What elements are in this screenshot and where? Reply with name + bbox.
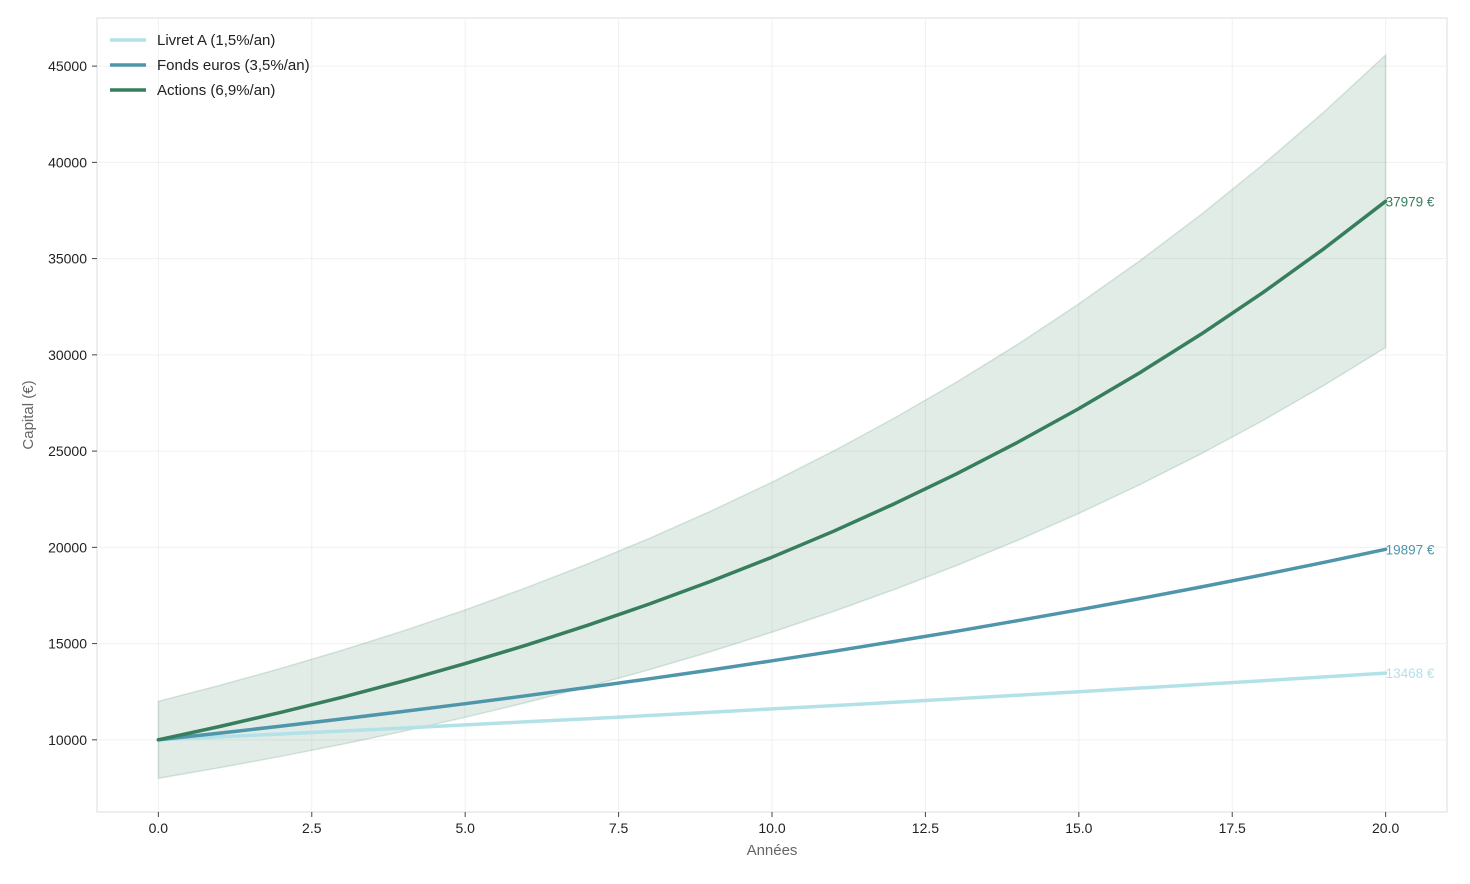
x-tick-label: 2.5 [302,820,322,836]
series-lines [156,199,1388,742]
y-tick-label: 15000 [48,636,87,652]
x-tick-label: 20.0 [1372,820,1399,836]
end-value-label: 13468 € [1386,666,1435,681]
confidence-bands [157,53,1387,780]
series-line [156,547,1388,742]
y-tick-label: 35000 [48,251,87,267]
x-tick-label: 17.5 [1219,820,1246,836]
x-axis-ticks: 0.0 2.5 5.0 7.5 10.0 12.5 15.0 17.5 20.0 [149,812,1399,836]
confidence-band [157,53,1387,780]
y-tick-label: 45000 [48,58,87,74]
grid-lines [97,18,1447,812]
y-tick-label: 10000 [48,732,87,748]
x-tick-label: 5.0 [455,820,475,836]
end-value-labels: 13468 € 19897 € 37979 € [1386,194,1435,681]
y-axis-title: Capital (€) [20,380,37,449]
series-line [156,671,1388,742]
x-tick-label: 7.5 [609,820,629,836]
x-tick-label: 0.0 [149,820,169,836]
y-tick-label: 30000 [48,347,87,363]
legend: Livret A (1,5%/an) Fonds euros (3,5%/an) A… [110,32,310,99]
legend-label: Actions (6,9%/an) [157,82,275,99]
x-tick-label: 12.5 [912,820,939,836]
x-tick-label: 15.0 [1065,820,1092,836]
series-line [156,199,1388,742]
end-value-label: 19897 € [1386,542,1435,557]
legend-label: Livret A (1,5%/an) [157,32,275,49]
y-tick-label: 25000 [48,443,87,459]
legend-label: Fonds euros (3,5%/an) [157,57,310,74]
end-value-label: 37979 € [1386,194,1435,209]
y-axis-ticks: 10000 15000 20000 25000 30000 35000 40000 45000 [48,58,97,748]
x-axis-title: Années [747,842,798,859]
y-tick-label: 20000 [48,539,87,555]
y-tick-label: 40000 [48,154,87,170]
x-tick-label: 10.0 [758,820,785,836]
